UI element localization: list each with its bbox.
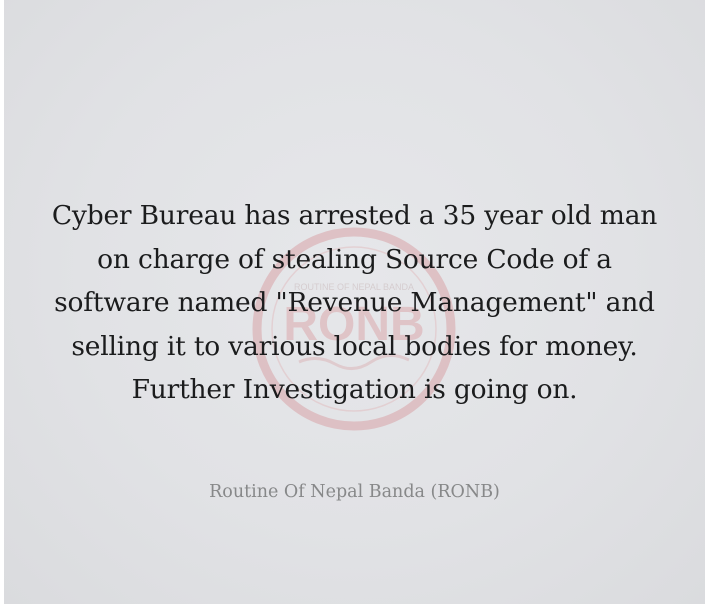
headline-line: selling it to various local bodies for m… xyxy=(71,330,638,362)
watermark-inner-ring xyxy=(271,246,437,412)
watermark-subtext: ROUTINE OF NEPAL BANDA xyxy=(294,282,414,292)
headline-line: Further Investigation is going on. xyxy=(131,374,578,405)
headline: Cyber Bureau has arrested a 35 year old … xyxy=(24,194,685,412)
post-card: ROUTINE OF NEPAL BANDA RONB Cyber Bureau… xyxy=(4,0,705,604)
ronb-logo-watermark: ROUTINE OF NEPAL BANDA RONB xyxy=(252,227,456,431)
headline-line: software named "Revenue Management" and xyxy=(54,287,655,318)
headline-line: Cyber Bureau has arrested a 35 year old … xyxy=(51,200,658,231)
watermark-script-line xyxy=(298,354,410,370)
headline-line: on charge of stealing Source Code of a xyxy=(97,243,612,275)
watermark-text: RONB xyxy=(283,298,424,351)
source-attribution: Routine Of Nepal Banda (RONB) xyxy=(209,482,500,502)
watermark-ring xyxy=(252,227,456,431)
